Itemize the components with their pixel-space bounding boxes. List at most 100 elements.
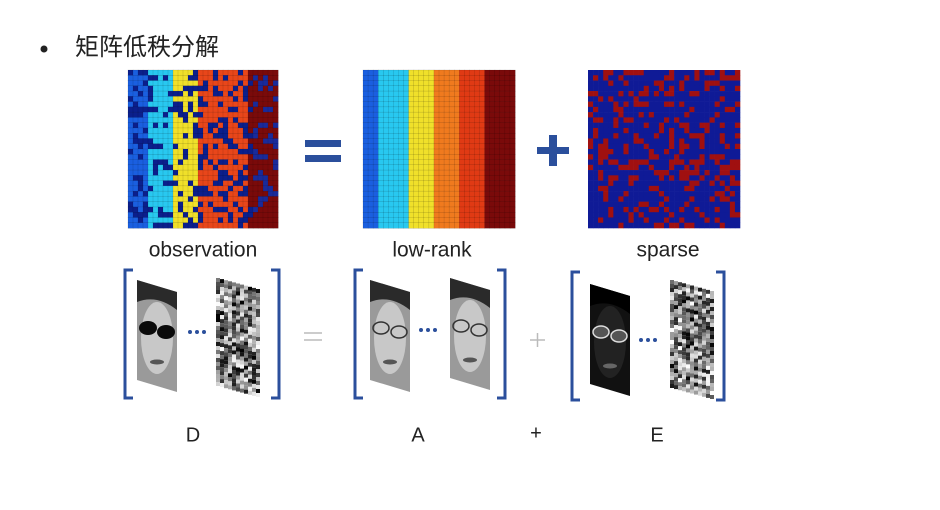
matrix-cell (172, 122, 179, 129)
matrix-cell (588, 85, 594, 92)
noise-pixel (698, 327, 702, 332)
matrix-cell (684, 154, 690, 160)
noise-pixel (682, 299, 686, 304)
matrix-cell (177, 164, 184, 171)
matrix-cell (658, 212, 665, 218)
noise-pixel (710, 311, 714, 315)
matrix-cell (623, 191, 629, 197)
matrix-cell (162, 211, 169, 218)
matrix-cell (433, 169, 440, 176)
matrix-cell (674, 206, 680, 213)
matrix-cell (132, 69, 139, 76)
matrix-cell (704, 206, 710, 213)
matrix-cell (588, 222, 594, 229)
matrix-cell (729, 170, 736, 176)
matrix-cell (734, 112, 741, 118)
matrix-cell (674, 159, 680, 166)
matrix-cell (653, 80, 660, 87)
matrix-cell (638, 196, 645, 202)
matrix-cell (242, 201, 249, 208)
matrix-cell (182, 222, 189, 229)
matrix-cell (469, 101, 475, 108)
matrix-cell (212, 164, 219, 171)
face-hair (450, 278, 490, 308)
matrix-cell (157, 85, 164, 92)
matrix-cell (709, 154, 715, 160)
matrix-cell (137, 85, 144, 92)
matrix-cell (479, 169, 486, 176)
noise-pixel (698, 383, 702, 388)
noise-pixel (220, 327, 224, 332)
noise-pixel (220, 339, 224, 344)
matrix-cell (729, 196, 736, 202)
matrix-cell (413, 217, 420, 224)
matrix-cell (643, 122, 650, 129)
matrix-cell (257, 122, 264, 129)
matrix-cell (438, 180, 445, 187)
matrix-cell (448, 143, 455, 150)
matrix-cell (413, 138, 420, 145)
matrix-cell (628, 101, 634, 108)
noise-pixel (236, 339, 240, 344)
matrix-cell (177, 101, 184, 108)
matrix-cell (227, 122, 234, 129)
matrix-cell (152, 132, 159, 139)
matrix-cell (192, 111, 199, 118)
matrix-cell (454, 196, 460, 203)
matrix-cell (443, 169, 450, 176)
matrix-cell (172, 169, 179, 176)
matrix-cell (638, 217, 645, 224)
matrix-cell (608, 96, 614, 102)
matrix-cell (247, 85, 254, 92)
matrix-cell (438, 148, 445, 155)
matrix-cell (593, 106, 599, 113)
matrix-cell (172, 138, 179, 145)
noise-pixel (220, 311, 224, 316)
matrix-cell (689, 196, 695, 202)
matrix-cell (142, 154, 149, 161)
matrix-cell (423, 117, 430, 124)
matrix-cell (247, 122, 254, 129)
matrix-cell (484, 206, 491, 213)
matrix-cell (433, 127, 440, 134)
matrix-cell (704, 170, 710, 176)
matrix-cell (142, 90, 149, 97)
matrix-cell (613, 127, 619, 134)
matrix-cell (638, 170, 645, 176)
noise-pixel (698, 359, 702, 364)
matrix-cell (272, 164, 279, 171)
glasses (452, 319, 470, 333)
matrix-cell (147, 127, 154, 134)
matrix-cell (428, 132, 435, 139)
noise-pixel (694, 366, 698, 371)
noise-pixel (240, 384, 244, 389)
face-hair (137, 280, 177, 310)
matrix-cell (242, 132, 249, 139)
matrix-cell (142, 111, 149, 118)
noise-pixel (710, 395, 714, 399)
matrix-cell (197, 201, 204, 208)
matrix-cell (192, 211, 199, 218)
matrix-cell (484, 132, 491, 139)
noise-pixel (694, 318, 698, 323)
matrix-cell (694, 164, 700, 171)
noise-pixel (702, 308, 706, 313)
matrix-cell (704, 149, 710, 155)
matrix-cell (628, 170, 634, 176)
matrix-cell (413, 190, 420, 197)
matrix-cell (469, 148, 475, 155)
matrix-cell (484, 154, 491, 161)
noise-pixel (252, 299, 256, 304)
matrix-cell (598, 201, 604, 208)
matrix-cell (454, 148, 460, 155)
matrix-cell (489, 185, 496, 192)
matrix-cell (217, 111, 224, 118)
matrix-cell (618, 201, 624, 208)
matrix-cell (504, 175, 511, 182)
matrix-cell (454, 175, 460, 182)
matrix-cell (227, 143, 234, 150)
matrix-cell (187, 122, 194, 129)
matrix-cell (593, 159, 599, 166)
matrix-cell (132, 111, 139, 118)
noise-pixel (706, 341, 710, 346)
